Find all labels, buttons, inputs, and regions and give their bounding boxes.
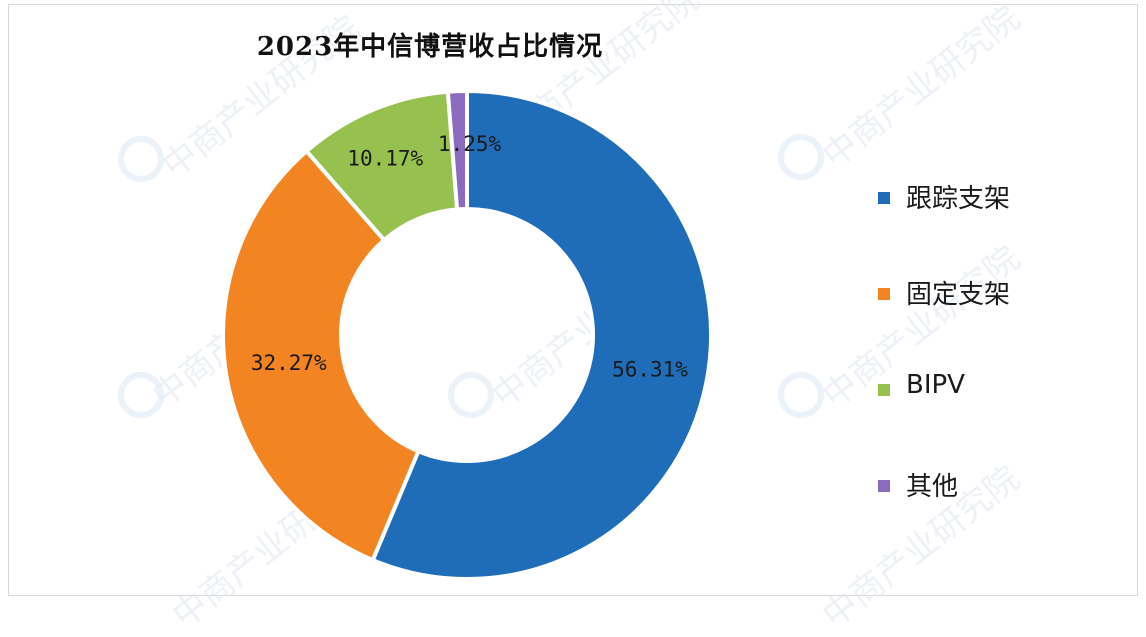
legend-swatch <box>878 192 890 204</box>
legend-label: 固定支架 <box>906 280 1011 310</box>
slice-fixed-bracket <box>221 148 421 563</box>
chart-title: 2023年中信博营收占比情况 <box>256 32 604 62</box>
data-label: 10.17% <box>347 147 423 171</box>
legend-label: 其他 <box>906 472 959 502</box>
data-label: 32.27% <box>251 351 327 375</box>
legend-swatch <box>878 480 890 492</box>
legend-swatch <box>878 288 890 300</box>
data-label: 56.31% <box>612 358 688 382</box>
legend-label: BIPV <box>906 370 965 400</box>
slice-other <box>445 88 469 212</box>
slice-tracking-bracket <box>370 88 713 581</box>
legend-swatch <box>878 384 890 396</box>
donut-chart: 56.31% 32.27% 10.17% 1.25% <box>221 88 713 581</box>
data-label: 1.25% <box>438 132 502 156</box>
legend-label: 跟踪支架 <box>906 184 1011 214</box>
